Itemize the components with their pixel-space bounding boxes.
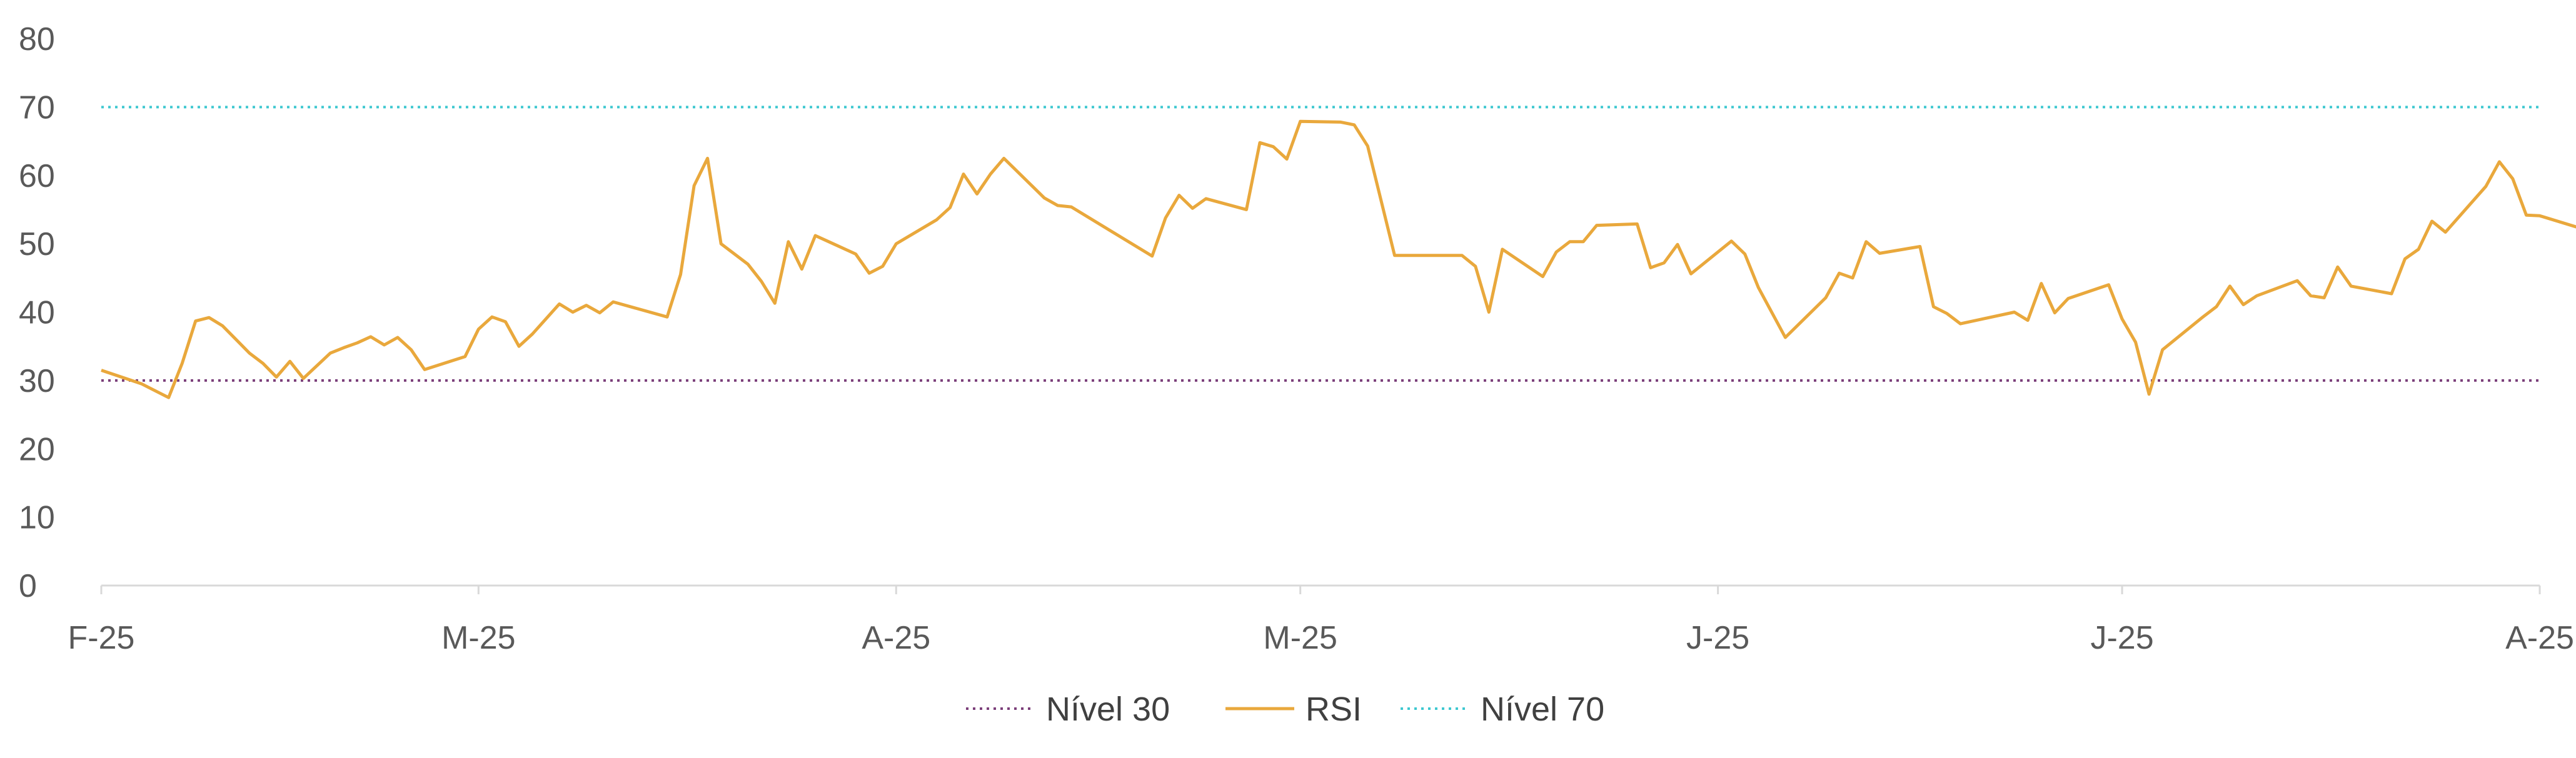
x-tick-label: M-25 xyxy=(441,620,515,656)
legend: Nível 30 RSI Nível 70 xyxy=(966,691,1604,728)
y-tick-label: 40 xyxy=(19,295,55,331)
y-tick-label: 50 xyxy=(19,226,55,262)
x-tick-label: F-25 xyxy=(68,620,135,656)
rsi-line xyxy=(101,119,2576,399)
y-tick-label: 70 xyxy=(19,89,55,126)
x-axis: F-25 M-25 A-25 M-25 J-25 J-25 A-25 xyxy=(68,584,2574,656)
x-tick-label: J-25 xyxy=(2090,620,2153,656)
x-tick-label: J-25 xyxy=(1686,620,1749,656)
legend-label: RSI xyxy=(1306,691,1362,728)
series-layer xyxy=(101,106,2576,399)
x-tick-label: A-25 xyxy=(2505,620,2574,656)
y-tick-label: 30 xyxy=(19,363,55,399)
y-tick-label: 60 xyxy=(19,158,55,194)
x-tick-label: A-25 xyxy=(862,620,930,656)
y-tick-label: 10 xyxy=(19,500,55,536)
legend-label: Nível 70 xyxy=(1481,691,1604,728)
y-axis-ticks: 0 10 20 30 40 50 60 70 80 xyxy=(19,21,55,604)
y-tick-label: 0 xyxy=(19,568,37,604)
legend-label: Nível 30 xyxy=(1046,691,1170,728)
x-tick-label: M-25 xyxy=(1263,620,1337,656)
y-tick-label: 80 xyxy=(19,21,55,57)
y-tick-label: 20 xyxy=(19,431,55,467)
